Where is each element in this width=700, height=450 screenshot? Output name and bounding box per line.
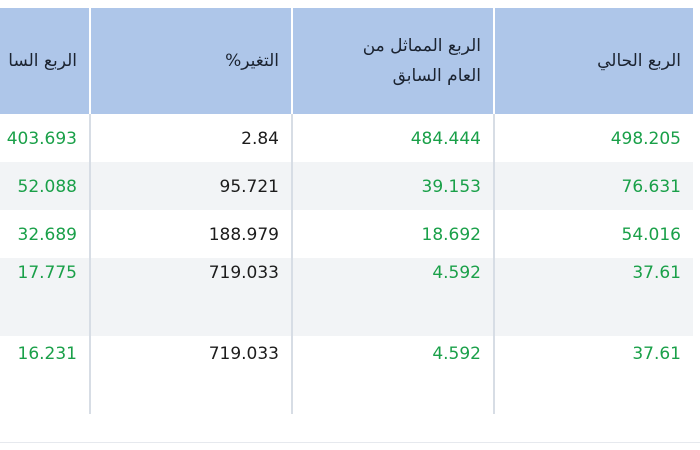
header-same-quarter-line2: العام السابق — [392, 66, 481, 86]
cell-current: 498.205 — [493, 114, 693, 162]
table-row: 37.61 4.592 719.033 17.775 — [0, 258, 693, 336]
cell-change: 95.721 — [89, 162, 291, 210]
cell-change: 188.979 — [89, 210, 291, 258]
cell-same-last-year: 484.444 — [291, 114, 493, 162]
cell-current: 37.61 — [493, 336, 693, 414]
table-body: 498.205 484.444 2.84 403.693 76.631 39.1… — [0, 114, 693, 414]
header-change-percent-label: التغير% — [225, 51, 279, 71]
header-previous-quarter-label: الربع السا — [8, 51, 77, 71]
cell-previous: 32.689 — [17, 225, 77, 245]
cell-previous: 16.231 — [17, 344, 77, 364]
cell-current: 37.61 — [493, 258, 693, 336]
table-row: 54.016 18.692 188.979 32.689 — [0, 210, 693, 258]
cell-current: 54.016 — [493, 210, 693, 258]
cell-change: 719.033 — [89, 336, 291, 414]
cell-same-last-year: 18.692 — [291, 210, 493, 258]
header-current-quarter: الربع الحالي — [493, 8, 693, 114]
cell-previous: 403.693 — [6, 129, 77, 149]
header-previous-quarter: الربع السا — [0, 8, 89, 114]
bottom-divider — [0, 442, 700, 443]
header-same-quarter-last-year: الربع المماثل من العام السابق — [291, 8, 493, 114]
header-same-quarter-line1: الربع المماثل من — [362, 36, 481, 56]
cell-previous: 17.775 — [17, 263, 77, 283]
financial-table: الربع الحالي الربع المماثل من العام السا… — [0, 8, 693, 414]
header-same-quarter-label: الربع المماثل من العام السابق — [363, 31, 481, 91]
table-header-row: الربع الحالي الربع المماثل من العام السا… — [0, 8, 693, 114]
header-change-percent: التغير% — [89, 8, 291, 114]
table-row: 37.61 4.592 719.033 16.231 — [0, 336, 693, 414]
header-current-quarter-label: الربع الحالي — [597, 51, 681, 71]
cell-change: 2.84 — [89, 114, 291, 162]
cell-same-last-year: 39.153 — [291, 162, 493, 210]
cell-current: 76.631 — [493, 162, 693, 210]
cell-change: 719.033 — [89, 258, 291, 336]
table-row: 498.205 484.444 2.84 403.693 — [0, 114, 693, 162]
cell-same-last-year: 4.592 — [291, 258, 493, 336]
table-row: 76.631 39.153 95.721 52.088 — [0, 162, 693, 210]
cell-previous: 52.088 — [17, 177, 77, 197]
cell-same-last-year: 4.592 — [291, 336, 493, 414]
